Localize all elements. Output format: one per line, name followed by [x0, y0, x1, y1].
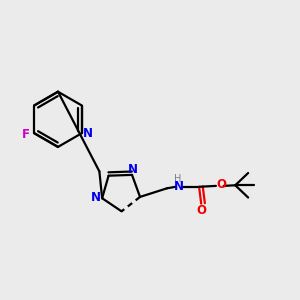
Text: O: O [197, 204, 207, 217]
Text: O: O [217, 178, 226, 191]
Text: F: F [22, 128, 29, 141]
Text: N: N [128, 163, 138, 176]
Text: N: N [173, 180, 184, 193]
Text: H: H [174, 174, 181, 184]
Text: N: N [91, 191, 101, 204]
Text: N: N [82, 127, 92, 140]
